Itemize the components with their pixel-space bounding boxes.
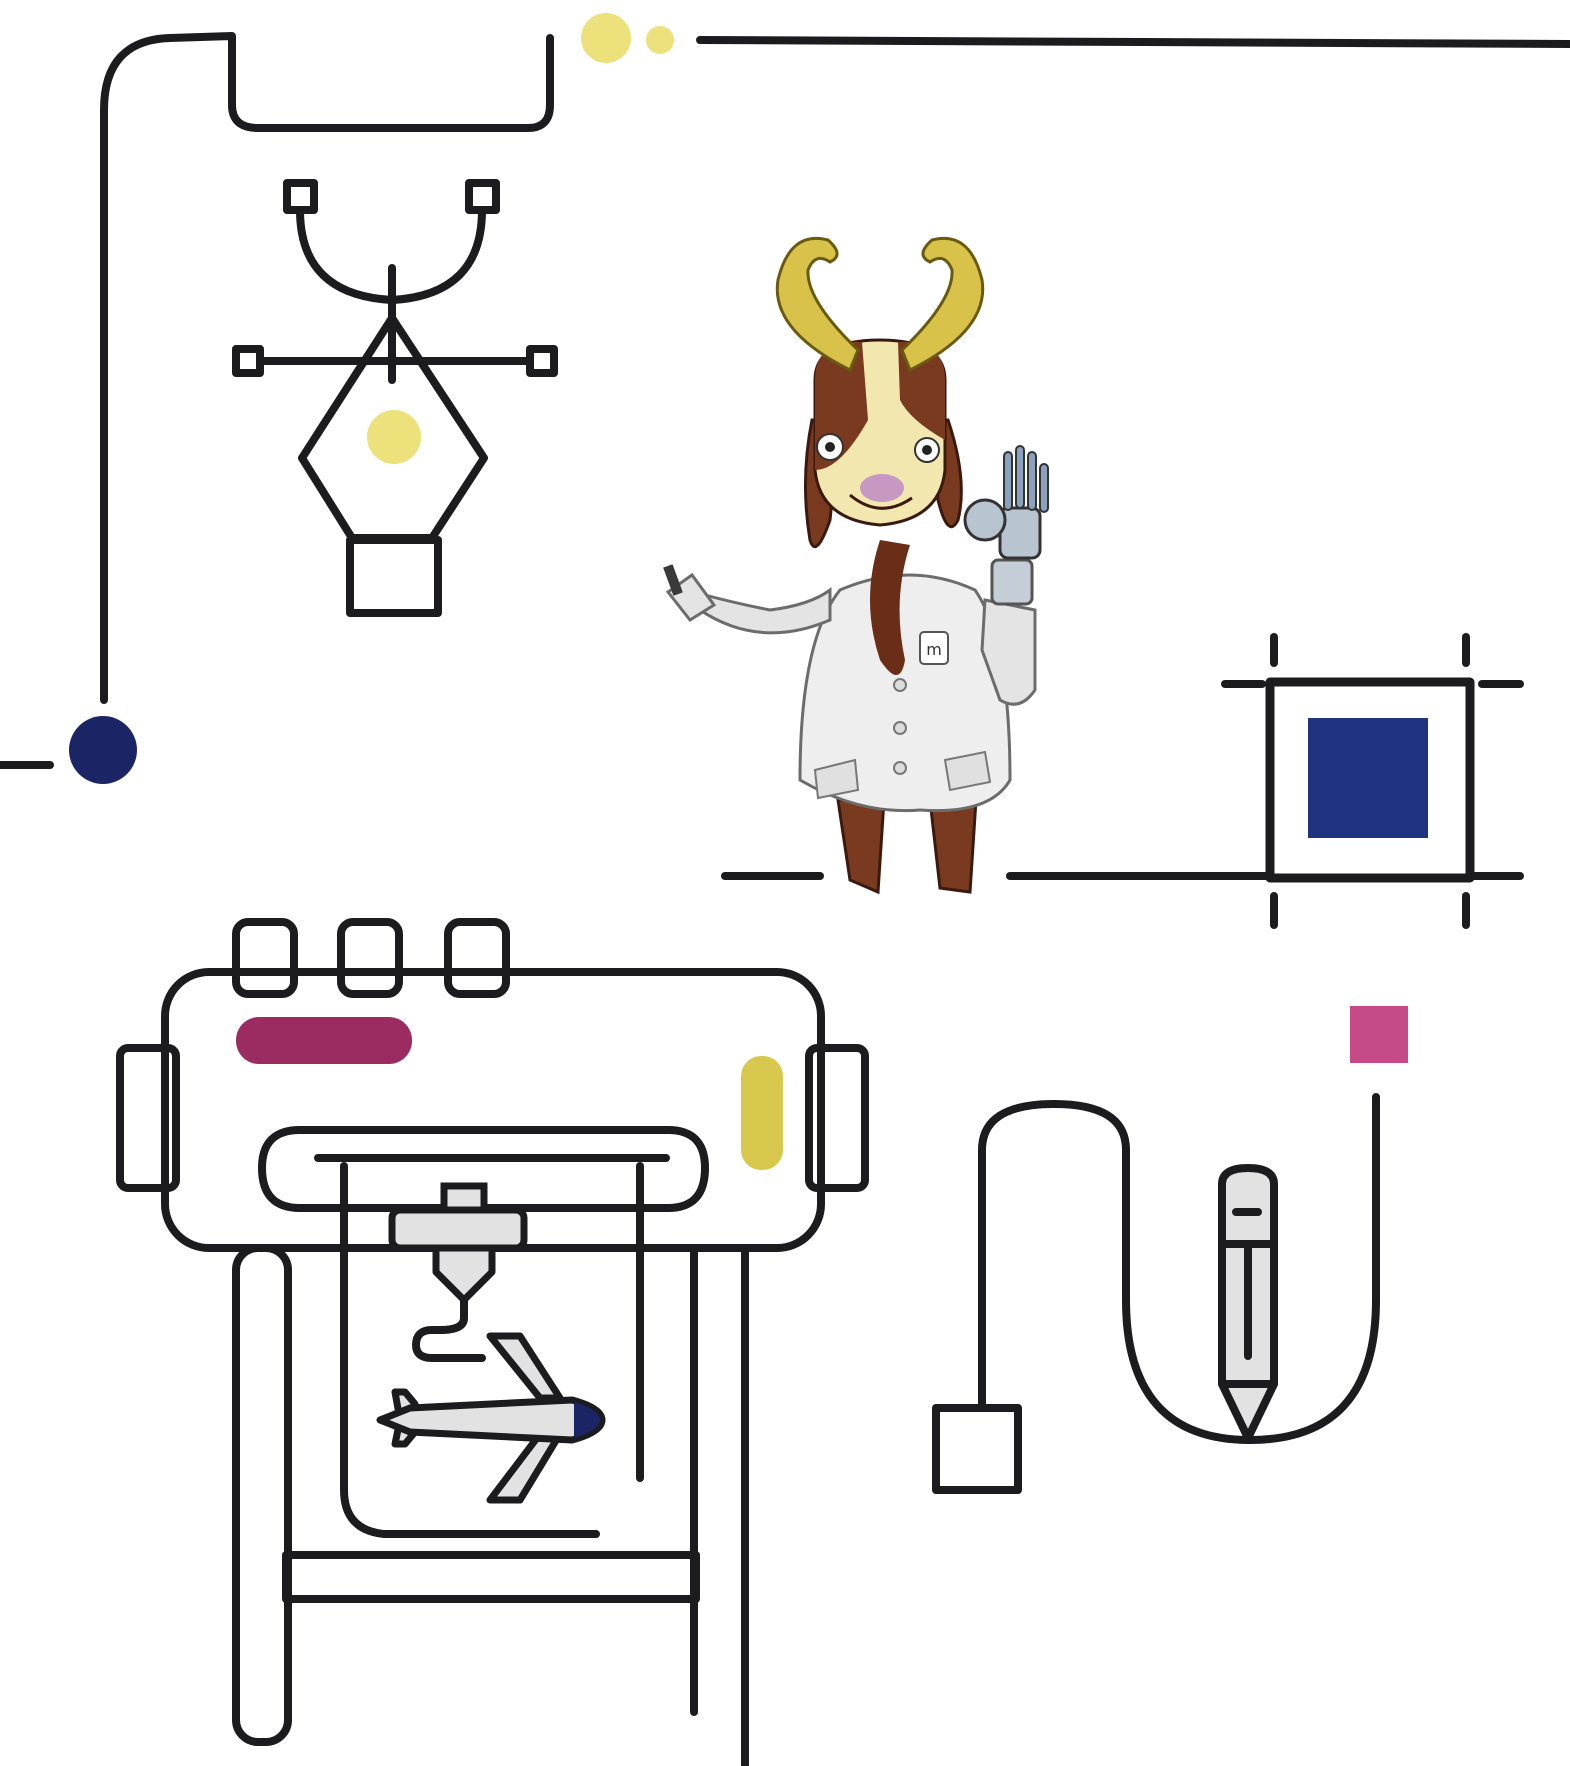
badge-text: m (926, 640, 942, 659)
crop-frame-icon (721, 633, 1524, 929)
crop-fill-square (1308, 718, 1428, 838)
airplane-icon (376, 1332, 606, 1504)
plotter-printer-icon (116, 918, 869, 1766)
navy-node-dot (69, 716, 137, 784)
robot-hand (963, 445, 1049, 560)
left-horn (775, 236, 860, 373)
goat-mascot: m (663, 236, 1049, 895)
3d-print-nozzle-icon (388, 1182, 528, 1362)
pen-tool-icon (232, 179, 558, 617)
pencil-cable-icon (932, 1006, 1408, 1494)
right-horn (900, 236, 985, 373)
lab-coat (798, 573, 1012, 813)
yellow-dot-large (581, 13, 631, 63)
name-badge (919, 631, 949, 665)
mustard-indicator (741, 1056, 783, 1170)
top-connector-lines (0, 32, 1570, 769)
magenta-indicator (236, 1017, 412, 1064)
yellow-dot-small (646, 26, 674, 54)
pen-nib-dot (367, 410, 421, 464)
pencil-icon (1218, 1164, 1278, 1442)
pink-square (1350, 1006, 1408, 1063)
